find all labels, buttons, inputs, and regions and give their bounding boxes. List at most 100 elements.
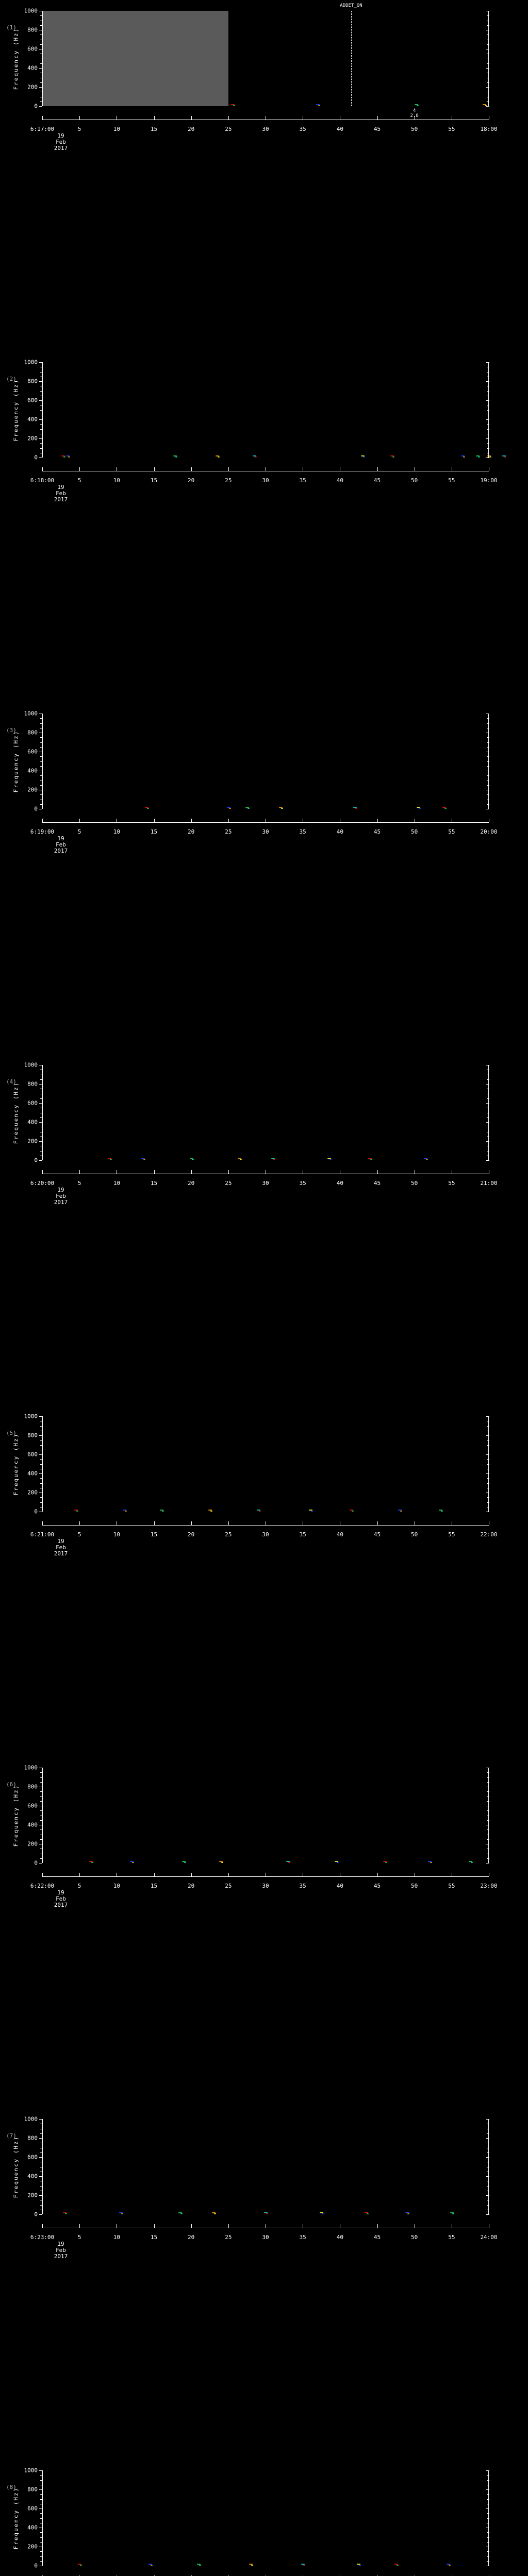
trigger-mark — [76, 1511, 78, 1512]
trigger-mark — [442, 807, 447, 808]
trigger-mark — [418, 808, 421, 809]
time-axis-tick — [228, 2224, 229, 2228]
trigger-mark — [398, 1510, 402, 1511]
y-axis-tick — [487, 82, 489, 83]
trigger-mark — [316, 104, 320, 105]
y-axis-tick — [40, 2537, 42, 2538]
y-axis-tick-label: 800 — [27, 729, 38, 736]
y-axis-tick — [486, 457, 489, 458]
y-axis-tick — [486, 1141, 489, 1142]
y-axis-tick — [40, 2480, 42, 2481]
y-axis-tick-label: 0 — [34, 1157, 38, 1164]
trigger-mark — [468, 1861, 472, 1862]
y-axis-left-spine — [42, 2119, 43, 2214]
date-stack: 19 Feb 2017 — [54, 1889, 68, 1908]
y-axis-tick — [40, 82, 42, 83]
trigger-mark — [216, 455, 220, 456]
y-axis-tick — [39, 1454, 42, 1455]
y-axis-tick-label: 1000 — [24, 7, 38, 14]
y-axis-tick — [39, 106, 42, 107]
y-axis-tick-label: 1000 — [24, 2115, 38, 2123]
trigger-mark — [424, 1158, 428, 1159]
trigger-mark — [327, 1158, 331, 1159]
time-axis-tick — [154, 1170, 155, 1174]
time-axis-tick-label: 6:18:00 — [30, 477, 55, 484]
y-axis-tick — [39, 1103, 42, 1104]
y-axis-tick-label: 600 — [27, 1802, 38, 1809]
y-axis-tick-label: 400 — [27, 1821, 38, 1828]
y-axis-tick — [487, 2541, 489, 2543]
y-axis-tick-label: 0 — [34, 2562, 38, 2569]
trigger-mark — [400, 1511, 402, 1512]
time-axis-tick-label: 15 — [150, 126, 158, 132]
date-stack: 19 Feb 2017 — [54, 2241, 68, 2260]
time-axis-tick-label: 25 — [225, 126, 232, 132]
y-axis-tick — [40, 1483, 42, 1484]
trigger-mark — [253, 455, 257, 456]
y-axis-tick-label: 400 — [27, 2173, 38, 2180]
time-axis-tick — [191, 1521, 192, 1525]
time-axis-tick-label: 35 — [299, 2234, 306, 2241]
time-axis-tick — [191, 2224, 192, 2228]
time-axis — [42, 1521, 489, 1526]
trigger-mark — [463, 456, 466, 457]
time-axis-tick-label: 40 — [336, 1531, 343, 1538]
time-axis-tick-label: 35 — [299, 1531, 306, 1538]
y-axis-tick-label: 600 — [27, 748, 38, 755]
y-axis-tick-label: 600 — [27, 1451, 38, 1458]
y-axis-tick — [40, 410, 42, 411]
trigger-mark — [255, 456, 257, 457]
trigger-mark — [189, 1158, 193, 1159]
trigger-mark — [362, 456, 365, 457]
time-axis-tick — [154, 1521, 155, 1525]
data-gap-block — [42, 11, 228, 106]
time-axis-tick-label: 15 — [150, 1883, 158, 1889]
y-axis-tick — [40, 1459, 42, 1460]
trigger-mark — [208, 1510, 212, 1511]
plot-background — [42, 2470, 489, 2566]
y-axis-tick — [487, 1459, 489, 1460]
trigger-mark — [504, 456, 506, 457]
y-axis-tick — [487, 1801, 489, 1802]
y-axis-tick — [486, 2489, 489, 2490]
trigger-mark — [310, 1511, 313, 1512]
y-axis-tick — [487, 1483, 489, 1484]
time-axis-tick-label: 20 — [188, 1883, 195, 1889]
y-axis-tick — [486, 2157, 489, 2158]
y-axis-tick — [40, 2532, 42, 2533]
y-axis-tick — [486, 2214, 489, 2215]
trigger-mark — [130, 1861, 134, 1862]
time-axis-tick — [377, 1873, 378, 1876]
y-axis-tick — [487, 1810, 489, 1811]
spectrogram-panel: Frequency (Hz) (3) 0 200 400 600 800 1000 6:19:0… — [0, 703, 528, 878]
y-axis-tick — [486, 381, 489, 382]
trigger-mark — [173, 455, 177, 456]
time-axis-tick-label: 5 — [77, 126, 81, 132]
trigger-mark — [502, 455, 506, 456]
y-axis-tick — [39, 400, 42, 401]
y-axis-left-spine — [42, 1065, 43, 1160]
time-axis-tick-label: 35 — [299, 1180, 306, 1187]
time-axis-tick-label: 15 — [150, 1531, 158, 1538]
y-axis-tick — [40, 63, 42, 64]
y-axis-tick — [487, 2561, 489, 2562]
trigger-mark — [159, 1510, 163, 1511]
time-axis-tick-label: 20 — [188, 828, 195, 835]
y-axis-left-spine — [42, 1416, 43, 1512]
trigger-mark — [228, 808, 231, 809]
y-axis-tick — [486, 1473, 489, 1474]
y-axis-left-spine — [42, 1768, 43, 1863]
spectrogram-panel: Frequency (Hz) (4) 0 200 400 600 800 1000 6:20:0… — [0, 1054, 528, 1230]
y-axis-left-spine — [42, 362, 43, 457]
y-axis-tick-label: 0 — [34, 2211, 38, 2218]
time-axis — [42, 819, 489, 823]
time-axis-tick-label: 35 — [299, 828, 306, 835]
y-axis-tick — [40, 1801, 42, 1802]
y-axis-tick — [487, 2518, 489, 2519]
trigger-mark — [366, 2213, 369, 2214]
plot-area: 0 200 400 600 800 1000 — [24, 710, 489, 812]
time-axis-tick-label: 10 — [113, 1180, 120, 1187]
y-axis-tick — [487, 25, 489, 26]
trigger-mark — [288, 1862, 291, 1863]
y-axis-tick — [40, 1829, 42, 1831]
